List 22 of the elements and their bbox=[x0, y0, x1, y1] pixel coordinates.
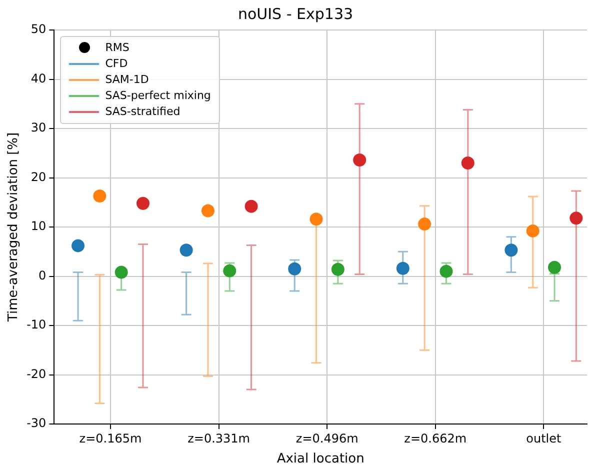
y-tick-label: 40 bbox=[30, 71, 46, 86]
x-axis-title: Axial location bbox=[276, 452, 364, 467]
y-tick-label: 30 bbox=[30, 120, 46, 135]
legend-label: SAS-stratified bbox=[105, 104, 180, 120]
x-tick-label: z=0.496m bbox=[296, 431, 358, 446]
y-tick-label: 0 bbox=[38, 268, 46, 282]
y-tick-label: -10 bbox=[26, 318, 46, 332]
y-axis-title: Time-averaged deviation [%] bbox=[6, 132, 22, 323]
x-tick-label: z=0.165m bbox=[79, 431, 142, 446]
x-tick-label: outlet bbox=[526, 431, 562, 446]
x-tick-label: z=0.331m bbox=[188, 431, 250, 446]
y-tick-label: -20 bbox=[26, 366, 46, 381]
y-tick-label: -30 bbox=[26, 416, 46, 430]
y-tick-label: 20 bbox=[30, 170, 46, 184]
legend-title: RMS bbox=[105, 40, 130, 56]
legend-label: SAM-1D bbox=[105, 72, 149, 88]
chart-title: noUIS - Exp133 bbox=[238, 4, 354, 23]
legend-label: SAS-perfect mixing bbox=[105, 88, 211, 104]
legend-label: CFD bbox=[105, 56, 128, 72]
y-tick-label: 50 bbox=[30, 22, 46, 36]
x-tick-label: z=0.662m bbox=[404, 431, 467, 446]
y-tick-label: 10 bbox=[30, 219, 46, 234]
